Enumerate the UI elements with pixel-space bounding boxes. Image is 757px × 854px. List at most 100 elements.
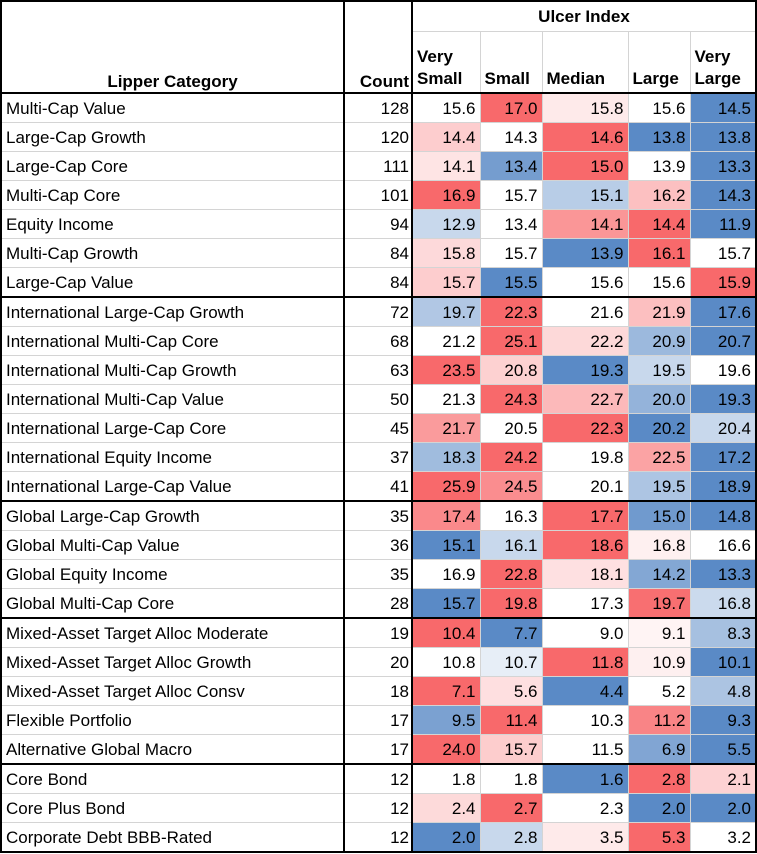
table-row: Global Large-Cap Growth 35 17.4 16.3 17.7 15.…	[0, 500, 757, 531]
lipper-category-cell: Global Equity Income	[0, 559, 345, 589]
ulcer-index-cell: 11.5	[541, 734, 629, 765]
ulcer-index-cell: 13.9	[627, 151, 691, 181]
ulcer-index-cell: 19.7	[411, 296, 481, 327]
ulcer-index-cell: 7.7	[479, 617, 543, 648]
ulcer-index-cell: 19.3	[541, 355, 629, 385]
lipper-category-cell: Equity Income	[0, 209, 345, 239]
count-cell: 63	[344, 355, 413, 385]
ulcer-index-cell: 20.9	[627, 326, 691, 356]
ulcer-index-cell: 8.3	[689, 617, 757, 648]
ulcer-index-cell: 14.5	[689, 92, 757, 123]
lipper-category-cell: International Equity Income	[0, 442, 345, 472]
ulcer-index-cell: 5.2	[627, 676, 691, 706]
ulcer-index-cell: 3.5	[541, 822, 629, 853]
table-row: Core Bond 12 1.8 1.8 1.6 2.8 2.1	[0, 763, 757, 794]
ulcer-index-cell: 9.0	[541, 617, 629, 648]
table-row: Large-Cap Core 111 14.1 13.4 15.0 13.9 13.3	[0, 151, 757, 181]
count-cell: 17	[344, 705, 413, 735]
count-cell: 37	[344, 442, 413, 472]
ulcer-index-cell: 20.1	[541, 471, 629, 502]
ulcer-index-cell: 15.6	[627, 267, 691, 298]
count-cell: 12	[344, 763, 413, 794]
lipper-category-cell: International Multi-Cap Core	[0, 326, 345, 356]
ulcer-index-cell: 1.6	[541, 763, 629, 794]
ulcer-index-cell: 21.3	[411, 384, 481, 414]
table-row: International Multi-Cap Core 68 21.2 25.1 22…	[0, 326, 757, 356]
size-header-very-small: Very Small	[411, 31, 481, 94]
table-row: International Multi-Cap Growth 63 23.5 20.8…	[0, 355, 757, 385]
ulcer-index-cell: 18.6	[541, 530, 629, 560]
ulcer-index-cell: 2.0	[689, 793, 757, 823]
ulcer-index-cell: 15.5	[479, 267, 543, 298]
ulcer-index-cell: 22.8	[479, 559, 543, 589]
ulcer-index-cell: 15.0	[627, 500, 691, 531]
lipper-category-cell: Multi-Cap Growth	[0, 238, 345, 268]
ulcer-index-cell: 19.7	[627, 588, 691, 619]
count-cell: 45	[344, 413, 413, 443]
count-cell: 84	[344, 238, 413, 268]
ulcer-index-cell: 19.5	[627, 355, 691, 385]
lipper-category-cell: Multi-Cap Value	[0, 92, 345, 123]
ulcer-index-cell: 20.0	[627, 384, 691, 414]
ulcer-index-cell: 5.6	[479, 676, 543, 706]
ulcer-index-cell: 13.8	[689, 122, 757, 152]
ulcer-index-cell: 10.9	[627, 647, 691, 677]
ulcer-index-cell: 24.5	[479, 471, 543, 502]
lipper-category-cell: International Multi-Cap Value	[0, 384, 345, 414]
ulcer-index-cell: 6.9	[627, 734, 691, 765]
ulcer-index-cell: 17.7	[541, 500, 629, 531]
ulcer-index-cell: 9.3	[689, 705, 757, 735]
table-row: Large-Cap Growth 120 14.4 14.3 14.6 13.8 13.8	[0, 122, 757, 152]
ulcer-index-cell: 23.5	[411, 355, 481, 385]
table-body: Multi-Cap Value 128 15.6 17.0 15.8 15.6 14.5 La…	[0, 92, 757, 853]
ulcer-index-cell: 15.9	[689, 267, 757, 298]
table-row: International Equity Income 37 18.3 24.2 19.…	[0, 442, 757, 472]
ulcer-index-cell: 15.7	[479, 238, 543, 268]
ulcer-index-cell: 12.9	[411, 209, 481, 239]
ulcer-index-cell: 22.3	[541, 413, 629, 443]
table-row: International Large-Cap Core 45 21.7 20.5 22…	[0, 413, 757, 443]
ulcer-index-cell: 2.7	[479, 793, 543, 823]
ulcer-index-cell: 13.4	[479, 151, 543, 181]
ulcer-index-cell: 11.4	[479, 705, 543, 735]
count-cell: 101	[344, 180, 413, 210]
ulcer-index-cell: 20.5	[479, 413, 543, 443]
lipper-category-cell: International Large-Cap Core	[0, 413, 345, 443]
ulcer-index-cell: 17.6	[689, 296, 757, 327]
ulcer-index-cell: 10.3	[541, 705, 629, 735]
table-row: Alternative Global Macro 17 24.0 15.7 11.5 6.…	[0, 734, 757, 765]
size-header-small: Small	[479, 31, 543, 94]
ulcer-index-cell: 2.0	[627, 793, 691, 823]
ulcer-index-cell: 5.5	[689, 734, 757, 765]
ulcer-index-cell: 15.8	[541, 92, 629, 123]
table-row: Multi-Cap Value 128 15.6 17.0 15.8 15.6 14.5	[0, 92, 757, 123]
ulcer-index-cell: 25.9	[411, 471, 481, 502]
ulcer-index-cell: 2.8	[479, 822, 543, 853]
ulcer-index-cell: 4.4	[541, 676, 629, 706]
ulcer-index-cell: 13.3	[689, 559, 757, 589]
ulcer-index-cell: 15.1	[411, 530, 481, 560]
count-cell: 12	[344, 793, 413, 823]
header-row-top: Lipper Category Count Ulcer Index	[0, 0, 757, 93]
lipper-category-cell: Mixed-Asset Target Alloc Moderate	[0, 617, 345, 648]
count-cell: 50	[344, 384, 413, 414]
ulcer-index-cell: 15.7	[411, 267, 481, 298]
ulcer-index-cell: 16.8	[689, 588, 757, 619]
ulcer-index-cell: 21.2	[411, 326, 481, 356]
size-header-large: Large	[627, 31, 691, 94]
ulcer-index-cell: 18.9	[689, 471, 757, 502]
table-row: International Large-Cap Growth 72 19.7 22.3…	[0, 296, 757, 327]
table-row: Global Multi-Cap Value 36 15.1 16.1 18.6 16.8…	[0, 530, 757, 560]
ulcer-index-cell: 16.1	[479, 530, 543, 560]
ulcer-index-cell: 16.2	[627, 180, 691, 210]
ulcer-index-cell: 24.3	[479, 384, 543, 414]
count-cell: 72	[344, 296, 413, 327]
ulcer-index-cell: 19.8	[541, 442, 629, 472]
ulcer-index-cell: 10.4	[411, 617, 481, 648]
ulcer-index-cell: 16.8	[627, 530, 691, 560]
count-cell: 120	[344, 122, 413, 152]
header-row-bottom: Very Small Small Median Large Very Large	[1, 31, 757, 94]
ulcer-index-cell: 19.6	[689, 355, 757, 385]
ulcer-index-cell: 11.8	[541, 647, 629, 677]
ulcer-index-cell: 15.7	[479, 180, 543, 210]
